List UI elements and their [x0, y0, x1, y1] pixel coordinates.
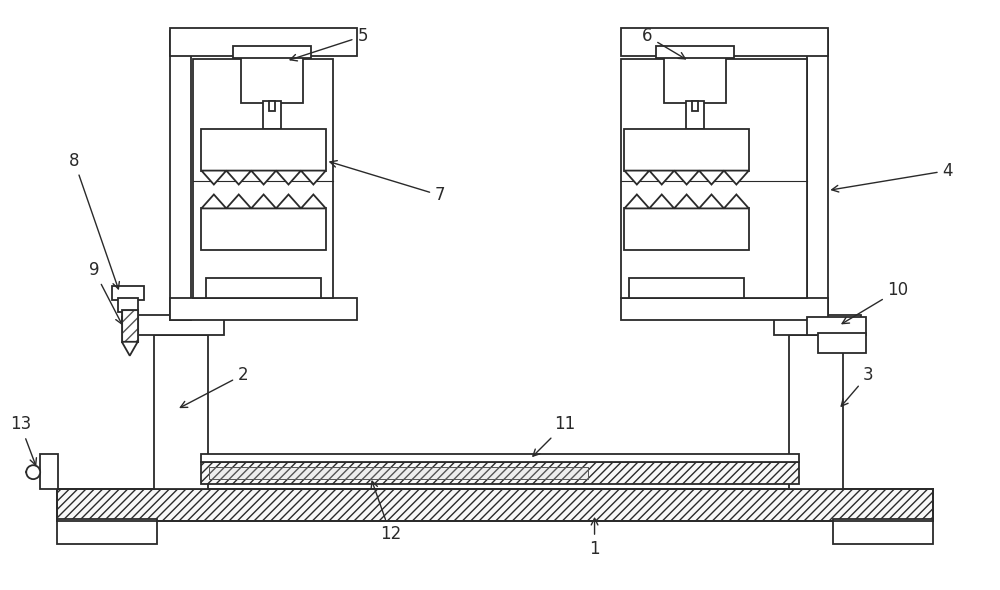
- Bar: [664, 55, 726, 103]
- Bar: [269, 101, 275, 111]
- Polygon shape: [201, 195, 226, 208]
- Text: 6: 6: [642, 27, 685, 59]
- Bar: [833, 519, 933, 544]
- Bar: [201, 454, 799, 462]
- Text: 8: 8: [69, 152, 119, 289]
- Text: 2: 2: [180, 366, 249, 408]
- Polygon shape: [624, 195, 649, 208]
- Bar: [263, 101, 281, 129]
- Bar: [621, 59, 807, 298]
- Bar: [57, 489, 933, 521]
- Polygon shape: [724, 171, 749, 185]
- Polygon shape: [699, 195, 724, 208]
- Bar: [170, 298, 357, 320]
- Polygon shape: [674, 171, 699, 185]
- Polygon shape: [649, 171, 674, 185]
- Text: 7: 7: [330, 160, 446, 205]
- Bar: [621, 298, 828, 320]
- Text: 1: 1: [589, 518, 600, 558]
- Polygon shape: [624, 171, 649, 185]
- Polygon shape: [226, 195, 251, 208]
- Text: 11: 11: [533, 415, 575, 456]
- Text: 13: 13: [10, 415, 36, 465]
- Text: 9: 9: [89, 261, 122, 324]
- Bar: [692, 101, 698, 111]
- Bar: [201, 208, 326, 250]
- Polygon shape: [674, 195, 699, 208]
- Bar: [241, 55, 303, 103]
- Text: 3: 3: [841, 366, 874, 406]
- Polygon shape: [699, 171, 724, 185]
- Polygon shape: [226, 171, 251, 185]
- Bar: [686, 101, 704, 129]
- Bar: [122, 310, 138, 342]
- Text: 5: 5: [290, 27, 368, 61]
- Bar: [774, 315, 861, 335]
- Bar: [40, 454, 58, 489]
- Bar: [118, 298, 138, 312]
- Bar: [656, 46, 734, 58]
- Polygon shape: [276, 171, 301, 185]
- Bar: [154, 335, 208, 489]
- Polygon shape: [201, 171, 226, 185]
- Bar: [624, 208, 749, 250]
- Bar: [201, 462, 799, 484]
- Bar: [209, 467, 588, 479]
- Polygon shape: [301, 195, 326, 208]
- Bar: [122, 310, 138, 342]
- Bar: [137, 315, 224, 335]
- Polygon shape: [276, 195, 301, 208]
- Circle shape: [26, 465, 40, 479]
- Polygon shape: [251, 171, 276, 185]
- Bar: [818, 333, 866, 353]
- Polygon shape: [649, 195, 674, 208]
- Polygon shape: [301, 171, 326, 185]
- Bar: [233, 46, 311, 58]
- Bar: [112, 286, 144, 300]
- Bar: [170, 28, 357, 56]
- Bar: [206, 278, 321, 298]
- Bar: [193, 59, 333, 298]
- Polygon shape: [251, 195, 276, 208]
- Bar: [57, 519, 157, 544]
- Polygon shape: [724, 195, 749, 208]
- Bar: [170, 31, 191, 320]
- Bar: [624, 129, 749, 171]
- Text: 12: 12: [371, 481, 401, 543]
- Bar: [621, 28, 828, 56]
- Bar: [201, 129, 326, 171]
- Bar: [629, 278, 744, 298]
- Bar: [807, 317, 866, 335]
- Text: 10: 10: [842, 281, 909, 324]
- Bar: [789, 335, 843, 489]
- Text: 4: 4: [832, 162, 953, 192]
- Bar: [807, 31, 828, 320]
- Polygon shape: [122, 342, 138, 356]
